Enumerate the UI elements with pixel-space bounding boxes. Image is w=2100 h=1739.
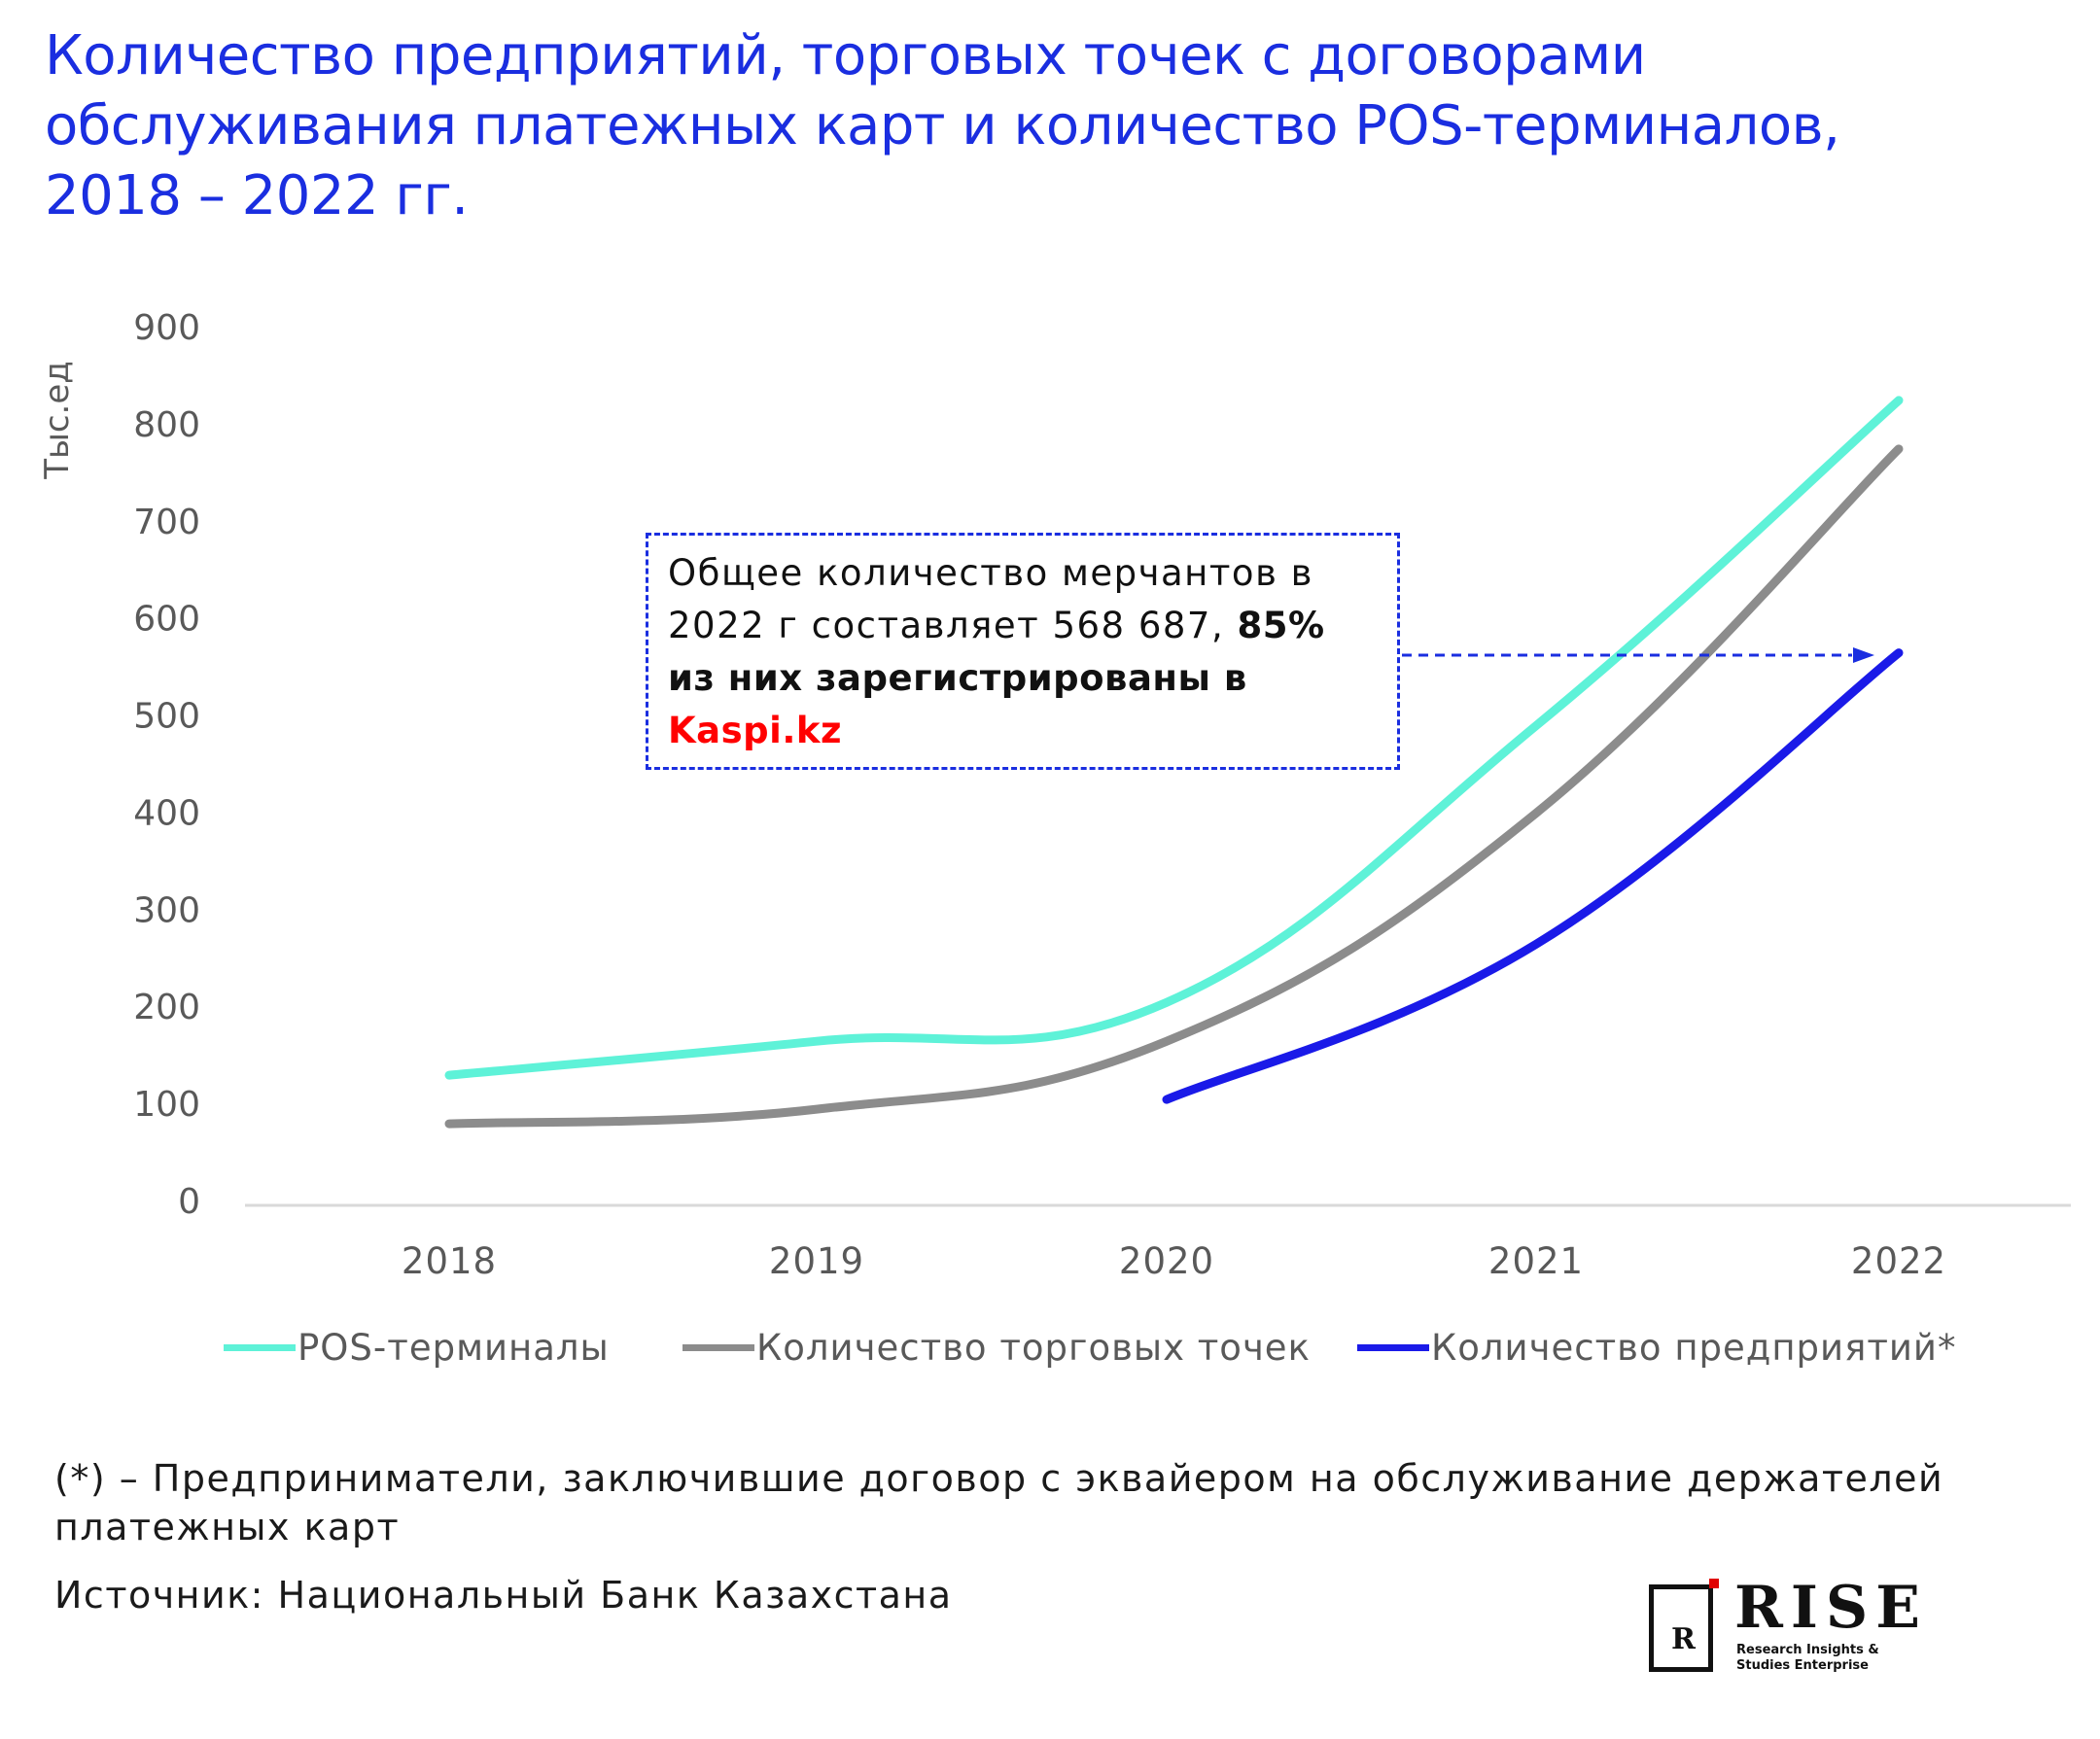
logo-box: R: [1649, 1584, 1713, 1672]
legend-item-outlets: Количество торговых точек: [682, 1318, 1311, 1376]
rise-logo: R RISE Research Insights & Studies Enter…: [1649, 1577, 1931, 1684]
x-tick-label: 2018: [402, 1240, 497, 1282]
x-tick-label: 2019: [769, 1240, 864, 1282]
series-line-pos-terminals: [444, 396, 1904, 1080]
y-tick-label: 700: [133, 503, 200, 542]
logo-box-letter: R: [1671, 1622, 1696, 1656]
legend-swatch-pos: [224, 1343, 296, 1351]
logo-subtitle-line-1: Research Insights &: [1736, 1643, 1879, 1657]
legend-label-outlets: Количество торговых точек: [756, 1326, 1311, 1369]
y-tick-label: 300: [133, 890, 200, 930]
annotation-arrow-head: [1853, 646, 1874, 663]
logo-word: RISE: [1734, 1574, 1928, 1642]
y-tick-label: 400: [133, 793, 200, 833]
y-axis-label: Тыс.ед: [38, 361, 77, 480]
legend-item-pos: POS-терминалы: [224, 1318, 610, 1376]
logo-subtitle-line-2: Studies Enterprise: [1736, 1658, 1869, 1673]
legend-label-enterprises: Количество предприятий*: [1431, 1326, 1957, 1369]
y-tick-label: 800: [133, 405, 200, 445]
source-note: Источник: Национальный Банк Казахстана: [54, 1574, 953, 1617]
annotation-bold-text: 85% из них зарегистрированы в: [668, 605, 1325, 699]
logo-dot: [1709, 1579, 1719, 1588]
y-tick-label: 900: [133, 308, 200, 348]
annotation-text: Общее количество мерчантов в 2022 г сост…: [668, 552, 1313, 646]
chart-title-line-3: 2018 – 2022 гг.: [45, 164, 469, 227]
footnote: (*) – Предприниматели, заключившие догов…: [54, 1457, 1944, 1548]
legend-label-pos: POS-терминалы: [298, 1326, 610, 1369]
y-tick-label: 200: [133, 988, 200, 1027]
chart-title: Количество предприятий, торговых точек с…: [45, 21, 2048, 231]
legend-swatch-enterprises: [1357, 1343, 1429, 1351]
chart-title-line-2: обслуживания платежных карт и количество…: [45, 94, 1840, 157]
y-tick-label: 500: [133, 697, 200, 737]
x-tick-label: 2022: [1851, 1240, 1946, 1282]
series-line-outlets: [444, 444, 1904, 1129]
y-tick-label: 100: [133, 1085, 200, 1125]
y-tick-label: 0: [178, 1182, 200, 1222]
annotation-callout: Общее количество мерчантов в 2022 г сост…: [646, 533, 1400, 770]
legend-item-enterprises: Количество предприятий*: [1357, 1318, 1956, 1376]
x-tick-label: 2021: [1488, 1240, 1584, 1282]
series-line-enterprises: [1162, 648, 1904, 1104]
x-tick-label: 2020: [1119, 1240, 1214, 1282]
y-tick-label: 600: [133, 600, 200, 640]
logo-subtitle: Research Insights & Studies Enterprise: [1736, 1643, 1931, 1674]
chart-title-line-1: Количество предприятий, торговых точек с…: [45, 24, 1646, 87]
annotation-highlight: Kaspi.kz: [668, 710, 843, 751]
legend-swatch-outlets: [682, 1343, 754, 1351]
